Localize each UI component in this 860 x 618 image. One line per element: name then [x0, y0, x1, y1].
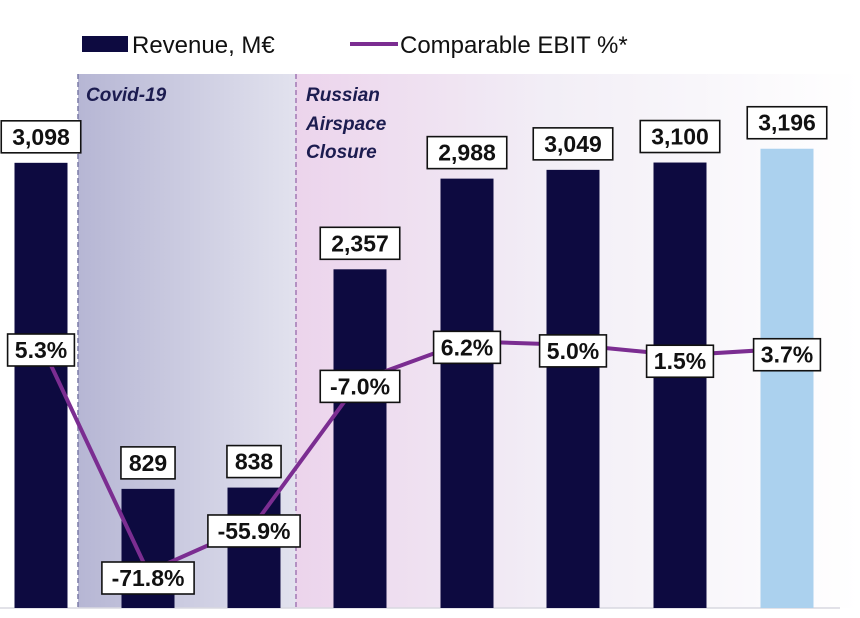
- ebit-label-6-text: 1.5%: [654, 348, 706, 374]
- ebit-label-0-text: 5.3%: [15, 337, 67, 363]
- ebit-label-3: -7.0%: [319, 369, 401, 404]
- revenue-label-4-box: [426, 135, 508, 170]
- revenue-label-0: 3,098: [0, 120, 82, 154]
- revenue-label-0-text: 3,098: [12, 124, 70, 150]
- revenue-bar-3: [333, 269, 387, 608]
- legend-ebit-label: Comparable EBIT %*: [400, 32, 628, 59]
- revenue-label-3-text: 2,357: [331, 230, 389, 256]
- revenue-label-7-box: [746, 105, 828, 140]
- revenue-label-2-box: [226, 444, 282, 479]
- ebit-label-2: -55.9%: [207, 514, 301, 548]
- revenue-label-5: 3,049: [532, 127, 614, 161]
- revenue-label-1: 829: [120, 446, 176, 480]
- ebit-label-4-box: [432, 330, 502, 365]
- revenue-label-5-text: 3,049: [544, 131, 602, 157]
- revenue-label-7: 3,196: [746, 105, 828, 140]
- russia-period-label: Russian Airspace Closure: [305, 85, 392, 163]
- revenue-label-3: 2,357: [319, 226, 401, 261]
- revenue-label-6-box: [639, 119, 721, 154]
- ebit-label-3-box: [319, 369, 401, 404]
- revenue-label-6-text: 3,100: [651, 124, 709, 150]
- revenue-label-1-text: 829: [129, 450, 167, 476]
- revenue-label-1-box: [120, 446, 176, 480]
- ebit-label-0: 5.3%: [6, 333, 76, 367]
- ebit-label-7-box: [752, 337, 822, 372]
- revenue-bar-7: [760, 148, 814, 608]
- revenue-label-4-text: 2,988: [438, 140, 496, 166]
- ebit-label-1: -71.8%: [101, 561, 195, 595]
- revenue-bar-5: [546, 169, 600, 608]
- revenue-label-5-box: [532, 127, 614, 161]
- revenue-label-6: 3,100: [639, 119, 721, 154]
- ebit-label-5-text: 5.0%: [547, 338, 599, 364]
- ebit-label-5-box: [538, 334, 608, 368]
- ebit-label-1-box: [101, 561, 195, 595]
- revenue-bar-6: [653, 162, 707, 608]
- ebit-label-7-text: 3.7%: [761, 342, 813, 368]
- ebit-label-1-text: -71.8%: [112, 565, 185, 591]
- revenue-label-4: 2,988: [426, 135, 508, 170]
- ebit-label-3-text: -7.0%: [330, 373, 390, 399]
- revenue-label-2: 838: [226, 444, 282, 479]
- revenue-bar-4: [440, 178, 494, 609]
- ebit-label-6-box: [645, 344, 715, 379]
- revenue-label-2-text: 838: [235, 449, 274, 475]
- legend: Revenue, M€ Comparable EBIT %*: [82, 32, 628, 59]
- ebit-label-6: 1.5%: [645, 344, 715, 379]
- legend-revenue-label: Revenue, M€: [132, 32, 275, 59]
- ebit-label-7: 3.7%: [752, 337, 822, 372]
- ebit-label-5: 5.0%: [538, 334, 608, 368]
- revenue-label-0-box: [0, 120, 82, 154]
- revenue-bar-2: [227, 487, 281, 608]
- revenue-label-3-box: [319, 226, 401, 261]
- ebit-label-2-text: -55.9%: [218, 518, 291, 544]
- revenue-label-7-text: 3,196: [758, 110, 816, 136]
- ebit-label-4-text: 6.2%: [441, 334, 493, 360]
- covid-period-label: Covid-19: [86, 85, 167, 106]
- ebit-label-2-box: [207, 514, 301, 548]
- ebit-label-0-box: [6, 333, 76, 367]
- legend-revenue-swatch: [82, 36, 128, 52]
- ebit-label-4: 6.2%: [432, 330, 502, 365]
